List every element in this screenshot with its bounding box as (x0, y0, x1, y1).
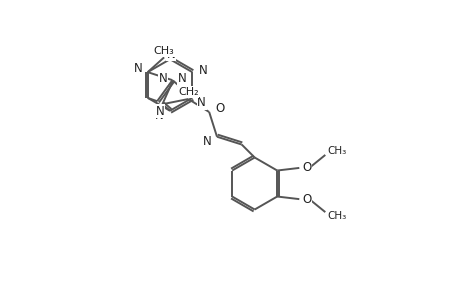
Text: O: O (302, 161, 311, 174)
Text: O: O (302, 193, 311, 206)
Text: N: N (158, 72, 167, 85)
Text: O: O (215, 101, 224, 115)
Text: N: N (178, 72, 186, 85)
Text: N: N (199, 64, 207, 76)
Text: CH₃: CH₃ (327, 146, 346, 156)
Text: N: N (155, 109, 164, 122)
Text: N: N (166, 48, 175, 61)
Text: CH₂: CH₂ (178, 87, 198, 97)
Text: N: N (134, 61, 142, 75)
Text: N: N (197, 96, 206, 110)
Text: N: N (203, 135, 212, 148)
Text: N: N (156, 105, 164, 118)
Text: CH₃: CH₃ (327, 211, 346, 221)
Text: CH₃: CH₃ (153, 46, 174, 56)
